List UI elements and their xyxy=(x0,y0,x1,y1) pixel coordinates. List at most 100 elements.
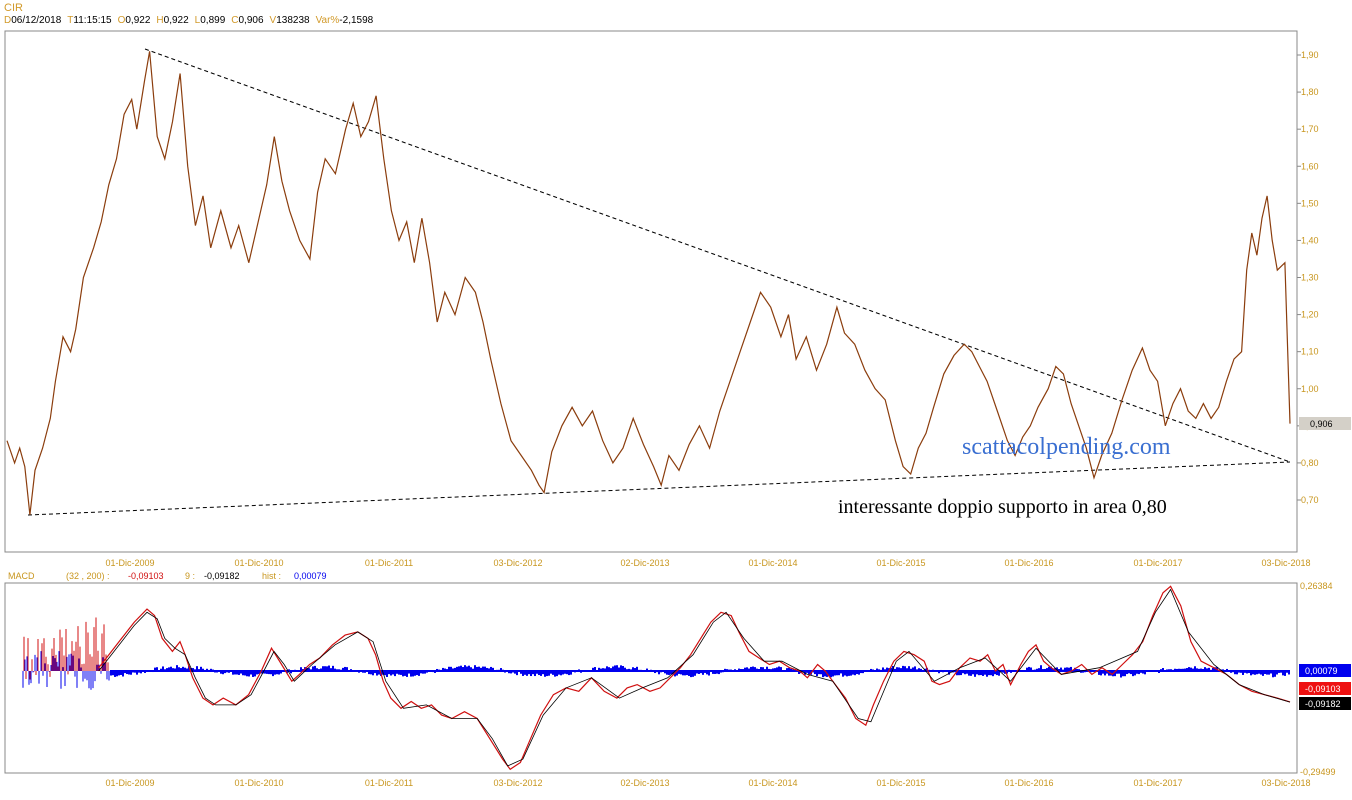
hist-bar xyxy=(186,668,188,672)
hist-bar xyxy=(1282,671,1284,676)
hist-bar xyxy=(196,666,198,672)
hist-bar xyxy=(608,667,610,672)
x-tick-label: 01-Dic-2017 xyxy=(1133,558,1182,568)
hist-bar xyxy=(1044,668,1046,672)
hist-bar xyxy=(1140,671,1142,673)
hist-bar xyxy=(1256,671,1258,675)
hist-bar xyxy=(1122,671,1124,677)
hist-bar xyxy=(436,668,438,672)
hist-bar xyxy=(166,668,168,672)
hist-bar xyxy=(792,669,794,672)
hist-bar xyxy=(1284,671,1286,676)
hist-bar xyxy=(412,671,414,677)
hist-bar xyxy=(384,671,386,676)
hist-bar xyxy=(610,668,612,672)
hist-bar xyxy=(754,667,756,672)
header-key: H xyxy=(156,15,164,26)
hist-bar xyxy=(732,671,734,672)
hist-bar xyxy=(356,670,358,672)
hist-bar xyxy=(198,669,200,672)
hist-bar xyxy=(866,671,868,672)
hist-bar xyxy=(592,667,594,672)
hist-bar xyxy=(1274,671,1276,677)
hist-bar xyxy=(1236,671,1238,675)
hist-bar xyxy=(1040,665,1042,672)
hist-bar xyxy=(1022,670,1024,672)
hist-bar xyxy=(834,671,836,676)
hist-bar xyxy=(374,671,376,674)
hist-bar xyxy=(112,671,114,676)
macd-bottom-label: -0,29499 xyxy=(1300,767,1336,777)
hist-bar xyxy=(516,671,518,676)
hist-bar xyxy=(278,671,280,675)
hist-bar xyxy=(502,669,504,672)
hist-bar xyxy=(1200,668,1202,672)
hist-bar xyxy=(204,669,206,672)
hist-bar xyxy=(1144,671,1146,675)
hist-bar xyxy=(564,671,566,674)
hist-bar xyxy=(1032,669,1034,672)
hist-bar xyxy=(492,667,494,672)
hist-bar xyxy=(542,671,544,675)
hist-bar xyxy=(844,671,846,676)
price-y-tick-label: 0,70 xyxy=(1301,495,1319,505)
hist-bar xyxy=(962,671,964,674)
hist-bar xyxy=(314,665,316,672)
hist-bar xyxy=(404,671,406,676)
hist-bar xyxy=(378,671,380,675)
hist-bar xyxy=(1246,671,1248,674)
hist-bar xyxy=(1078,669,1080,672)
hist-bar xyxy=(782,670,784,672)
hist-bar xyxy=(210,668,212,672)
hist-bar xyxy=(1028,666,1030,672)
x-tick-label: 01-Dic-2016 xyxy=(1004,778,1053,788)
header-key: D xyxy=(4,15,12,26)
hist-bar xyxy=(418,671,420,676)
signal-value-box-text: -0,09182 xyxy=(1305,699,1341,709)
hist-bar xyxy=(686,671,688,676)
hist-bar xyxy=(1148,671,1150,672)
hist-bar xyxy=(788,667,790,672)
hist-bar xyxy=(480,667,482,672)
hist-bar xyxy=(118,671,120,676)
hist-bar xyxy=(864,670,866,672)
signal-label: 9 : xyxy=(185,571,195,581)
hist-bar xyxy=(1278,671,1280,673)
macd-x-axis: 01-Dic-2009 01-Dic-2010 01-Dic-2011 03-Dic-… xyxy=(105,778,1310,788)
hist-bar xyxy=(354,670,356,672)
hist-bar xyxy=(194,669,196,672)
hist-bar xyxy=(1062,669,1064,672)
hist-bar xyxy=(460,665,462,672)
hist-bar xyxy=(270,671,272,675)
hist-bar xyxy=(1270,671,1272,674)
hist-bar xyxy=(730,669,732,672)
hist-bar xyxy=(842,671,844,677)
hist-bar xyxy=(712,671,714,674)
hist-bar xyxy=(228,671,230,673)
hist-label: hist : xyxy=(262,571,281,581)
signal-line xyxy=(98,588,1291,767)
hist-bar xyxy=(930,671,932,672)
hist-bar xyxy=(520,671,522,674)
hist-bar xyxy=(728,669,730,672)
price-panel xyxy=(4,30,1298,553)
price-y-tick-label: 1,50 xyxy=(1301,198,1319,208)
hist-bar xyxy=(128,671,130,675)
hist-bar xyxy=(916,669,918,672)
hist-bar xyxy=(496,669,498,672)
hist-bar xyxy=(256,671,258,675)
hist-bar xyxy=(554,671,556,677)
hist-bar xyxy=(340,669,342,672)
hist-bar xyxy=(164,669,166,672)
hist-bar xyxy=(266,671,268,674)
hist-bar xyxy=(648,670,650,672)
hist-bar xyxy=(426,671,428,673)
hist-bar xyxy=(1176,668,1178,672)
hist-bar xyxy=(572,671,574,672)
hist-bar xyxy=(776,667,778,672)
hist-bar xyxy=(1086,671,1088,672)
hist-bar xyxy=(470,667,472,672)
hist-bar xyxy=(1064,667,1066,672)
hist-bar xyxy=(1134,671,1136,676)
